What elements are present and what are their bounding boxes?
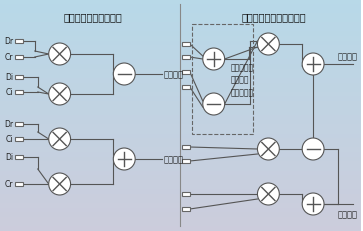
Bar [182,71,190,75]
Bar [0,55,361,60]
Bar [0,139,361,143]
Bar [15,182,23,186]
Bar [0,125,361,129]
Bar [182,56,190,60]
Bar [0,32,361,37]
Text: Dr: Dr [4,120,13,129]
Text: 虚部结果: 虚部结果 [338,210,358,219]
Bar [0,157,361,162]
Circle shape [49,84,70,106]
Bar [0,208,361,213]
Text: 虚部结果: 虚部结果 [164,155,184,164]
Text: 可以在这里
实现逐位
进位加法器: 可以在这里 实现逐位 进位加法器 [231,63,254,97]
Bar [0,111,361,116]
Bar [0,42,361,46]
Bar [0,23,361,28]
Bar [0,0,361,5]
Bar [0,226,361,231]
Bar [15,122,23,126]
Circle shape [203,94,225,116]
Circle shape [257,183,279,205]
Bar [0,166,361,171]
Bar [0,79,361,83]
Bar [15,76,23,80]
Circle shape [302,54,324,76]
Bar [0,88,361,92]
Bar [0,143,361,148]
Bar [0,116,361,120]
Circle shape [257,34,279,56]
Bar [15,56,23,60]
Bar [0,14,361,18]
Bar [15,91,23,94]
Bar [0,162,361,166]
Bar [0,18,361,23]
Bar [0,176,361,180]
Text: Cr: Cr [4,53,13,62]
Bar [182,159,190,163]
Circle shape [203,49,225,71]
Bar [0,185,361,189]
Text: Di: Di [5,73,13,82]
Bar [15,40,23,44]
Bar [0,9,361,14]
Circle shape [49,173,70,195]
Circle shape [113,64,135,86]
Bar [0,152,361,157]
Bar [0,46,361,51]
Bar [15,137,23,141]
Bar [0,28,361,32]
Bar [182,192,190,196]
Text: Cr: Cr [4,180,13,189]
Text: Di: Di [5,153,13,162]
Text: Ci: Ci [5,135,13,144]
Text: Dr: Dr [4,37,13,46]
Circle shape [302,193,324,215]
Bar [0,180,361,185]
Bar [0,199,361,203]
Bar [0,5,361,9]
Bar [0,120,361,125]
Bar [0,222,361,226]
Bar [0,213,361,217]
Text: 实部结果: 实部结果 [164,70,184,79]
Bar [15,155,23,159]
Circle shape [257,138,279,160]
Bar [182,86,190,90]
Bar [0,129,361,134]
Circle shape [302,138,324,160]
Bar [0,83,361,88]
Bar [0,189,361,194]
Text: 更好的三乘法器解决方案: 更好的三乘法器解决方案 [241,12,306,22]
Circle shape [113,148,135,170]
Bar [182,43,190,47]
Bar [0,92,361,97]
Circle shape [49,128,70,150]
Circle shape [49,44,70,66]
Bar [0,69,361,74]
Bar [0,37,361,42]
Bar [0,217,361,222]
Bar [0,203,361,208]
Text: 实部结果: 实部结果 [338,52,358,61]
Bar [0,134,361,139]
Bar [0,102,361,106]
Text: Ci: Ci [5,88,13,97]
Bar [0,194,361,199]
Bar [0,65,361,69]
Bar [192,25,253,134]
Text: 标准四乘法器解决方案: 标准四乘法器解决方案 [63,12,122,22]
Bar [182,145,190,149]
Bar [0,106,361,111]
Bar [0,97,361,102]
Bar [182,207,190,211]
Bar [0,60,361,65]
Bar [0,171,361,176]
Bar [0,74,361,79]
Bar [0,51,361,55]
Bar [0,148,361,152]
